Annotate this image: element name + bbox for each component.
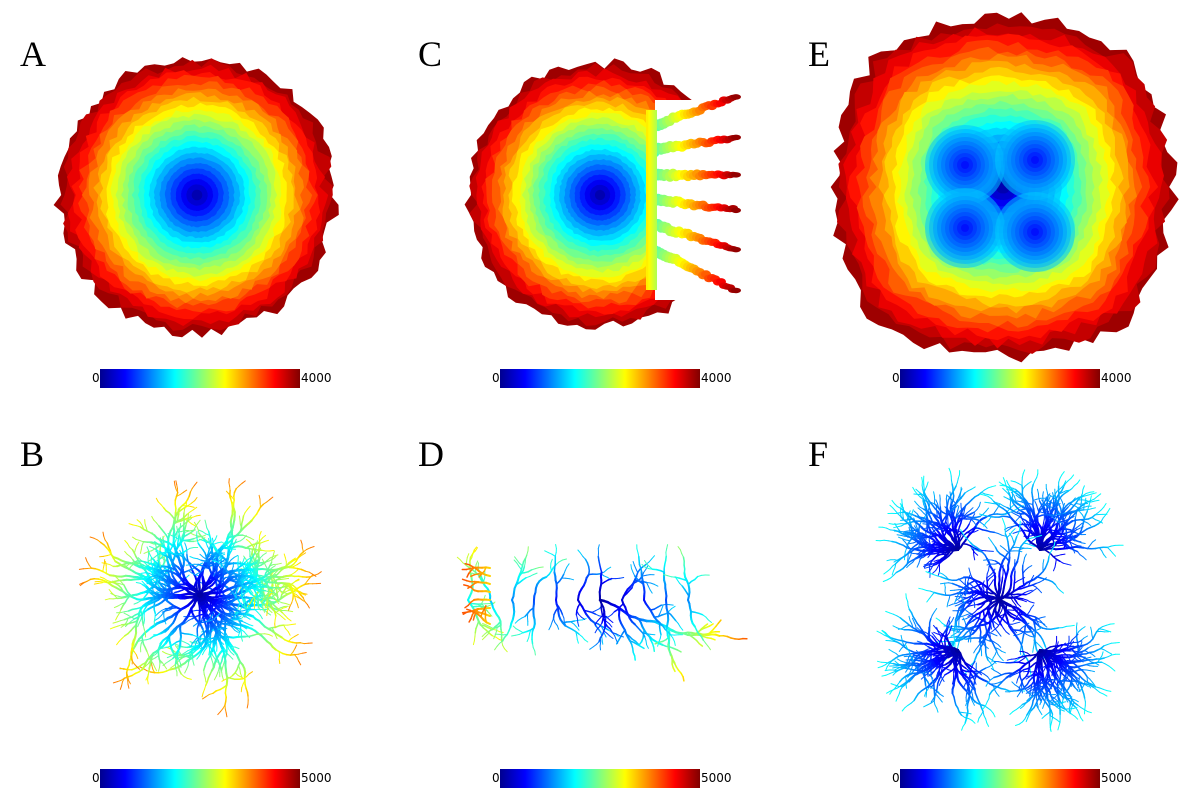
colorbar-c — [500, 369, 700, 388]
colorbar-b — [100, 769, 300, 788]
colorbar-d-min: 0 — [492, 771, 500, 785]
colorbar-e — [900, 369, 1100, 388]
colorbar-f — [900, 769, 1100, 788]
colorbar-f-min: 0 — [892, 771, 900, 785]
cluster-image-f — [875, 467, 1124, 732]
cluster-image-d — [456, 544, 748, 682]
panel-label-a: A — [20, 34, 46, 74]
colorbar-d — [500, 769, 700, 788]
panel-label-d: D — [418, 434, 444, 474]
colorbar-b-max: 5000 — [301, 771, 332, 785]
colorbar-f-max: 5000 — [1101, 771, 1132, 785]
colorbar-c-max: 4000 — [701, 371, 732, 385]
colorbar-e-max: 4000 — [1101, 371, 1132, 385]
colorbar-a-max: 4000 — [301, 371, 332, 385]
panel-label-c: C — [418, 34, 443, 74]
colorbar-a-min: 0 — [92, 371, 100, 385]
cluster-image-e — [830, 12, 1179, 363]
panel-label-f: F — [808, 434, 829, 474]
panel-label-e: E — [808, 34, 830, 74]
colorbar-a — [100, 369, 300, 388]
colorbar-b-min: 0 — [92, 771, 100, 785]
colorbar-c-min: 0 — [492, 371, 500, 385]
colorbar-e-min: 0 — [892, 371, 900, 385]
cluster-image-b — [78, 478, 322, 718]
cluster-image-c — [464, 58, 795, 330]
panel-label-b: B — [20, 434, 45, 474]
cluster-image-a — [53, 57, 339, 338]
colorbar-d-max: 5000 — [701, 771, 732, 785]
